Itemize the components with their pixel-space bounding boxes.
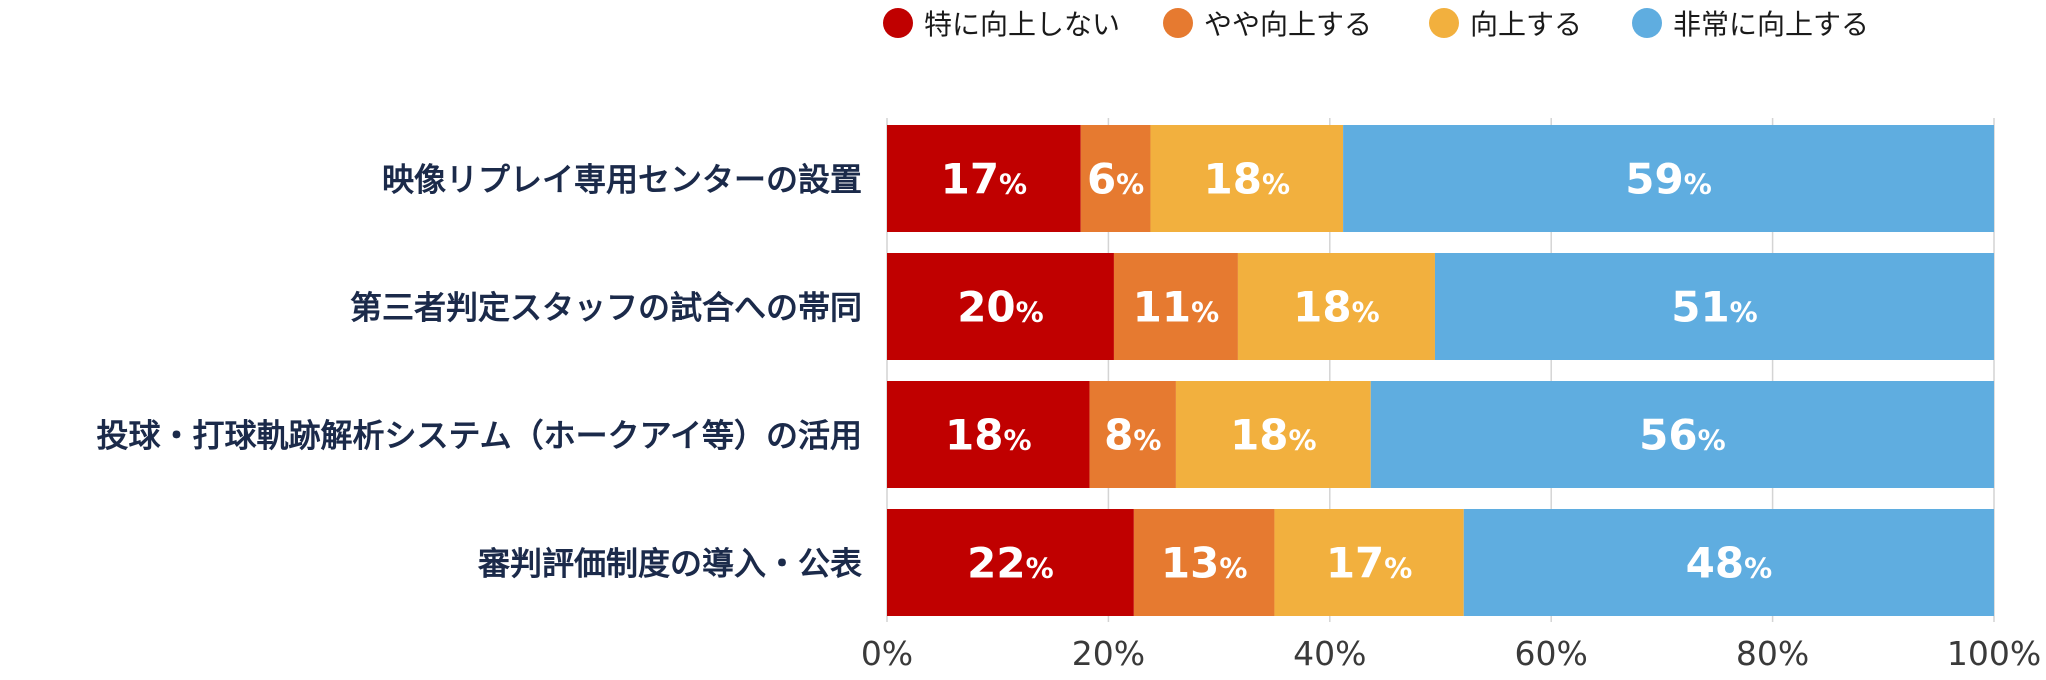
data-label: 18%	[945, 411, 1032, 460]
bar-segment	[1133, 509, 1275, 616]
data-label: 18%	[1293, 283, 1380, 332]
data-label: 51%	[1671, 283, 1758, 332]
legend-marker	[1429, 8, 1459, 38]
data-label: 11%	[1133, 283, 1220, 332]
bar-segment	[1434, 253, 1994, 360]
x-tick-label: 100%	[1947, 634, 2041, 673]
data-label: 13%	[1161, 539, 1248, 588]
data-label: 59%	[1625, 155, 1712, 204]
bar-segment	[1089, 381, 1176, 488]
bar-segment	[1175, 381, 1371, 488]
bar-segment	[1370, 381, 1994, 488]
data-label: 6%	[1087, 155, 1144, 204]
bar-segment	[1080, 125, 1151, 232]
bar-segment	[887, 253, 1114, 360]
data-label: 22%	[967, 539, 1054, 588]
data-label: 18%	[1204, 155, 1291, 204]
bar-segment	[1150, 125, 1344, 232]
category-label: 映像リプレイ専用センターの設置	[382, 161, 862, 199]
bar-segment	[1113, 253, 1238, 360]
legend-marker	[883, 8, 913, 38]
legend-label: 特に向上しない	[924, 8, 1120, 41]
x-tick-label: 20%	[1072, 634, 1145, 673]
legend-label: 非常に向上する	[1673, 8, 1869, 41]
legend-label: 向上する	[1470, 8, 1582, 41]
data-label: 17%	[1326, 539, 1413, 588]
bar-segment	[1343, 125, 1994, 232]
bar-segment	[1463, 509, 1994, 616]
bar-segment	[1237, 253, 1435, 360]
bar-segment	[887, 125, 1081, 232]
legend-label: やや向上する	[1204, 8, 1372, 41]
legend-marker	[1163, 8, 1193, 38]
data-label: 8%	[1104, 411, 1161, 460]
x-tick-label: 40%	[1293, 634, 1366, 673]
category-label: 第三者判定スタッフの試合への帯同	[350, 289, 862, 327]
bar-segment	[887, 509, 1134, 616]
x-tick-label: 80%	[1736, 634, 1809, 673]
category-label: 投球・打球軌跡解析システム（ホークアイ等）の活用	[97, 417, 862, 455]
x-tick-label: 0%	[861, 634, 913, 673]
bar-segment	[1274, 509, 1464, 616]
data-label: 17%	[941, 155, 1028, 204]
bar-segment	[887, 381, 1090, 488]
data-label: 20%	[957, 283, 1044, 332]
x-tick-label: 60%	[1515, 634, 1588, 673]
category-label: 審判評価制度の導入・公表	[477, 545, 862, 583]
data-label: 18%	[1230, 411, 1317, 460]
data-label: 48%	[1686, 539, 1773, 588]
data-label: 56%	[1639, 411, 1726, 460]
legend-marker	[1632, 8, 1662, 38]
